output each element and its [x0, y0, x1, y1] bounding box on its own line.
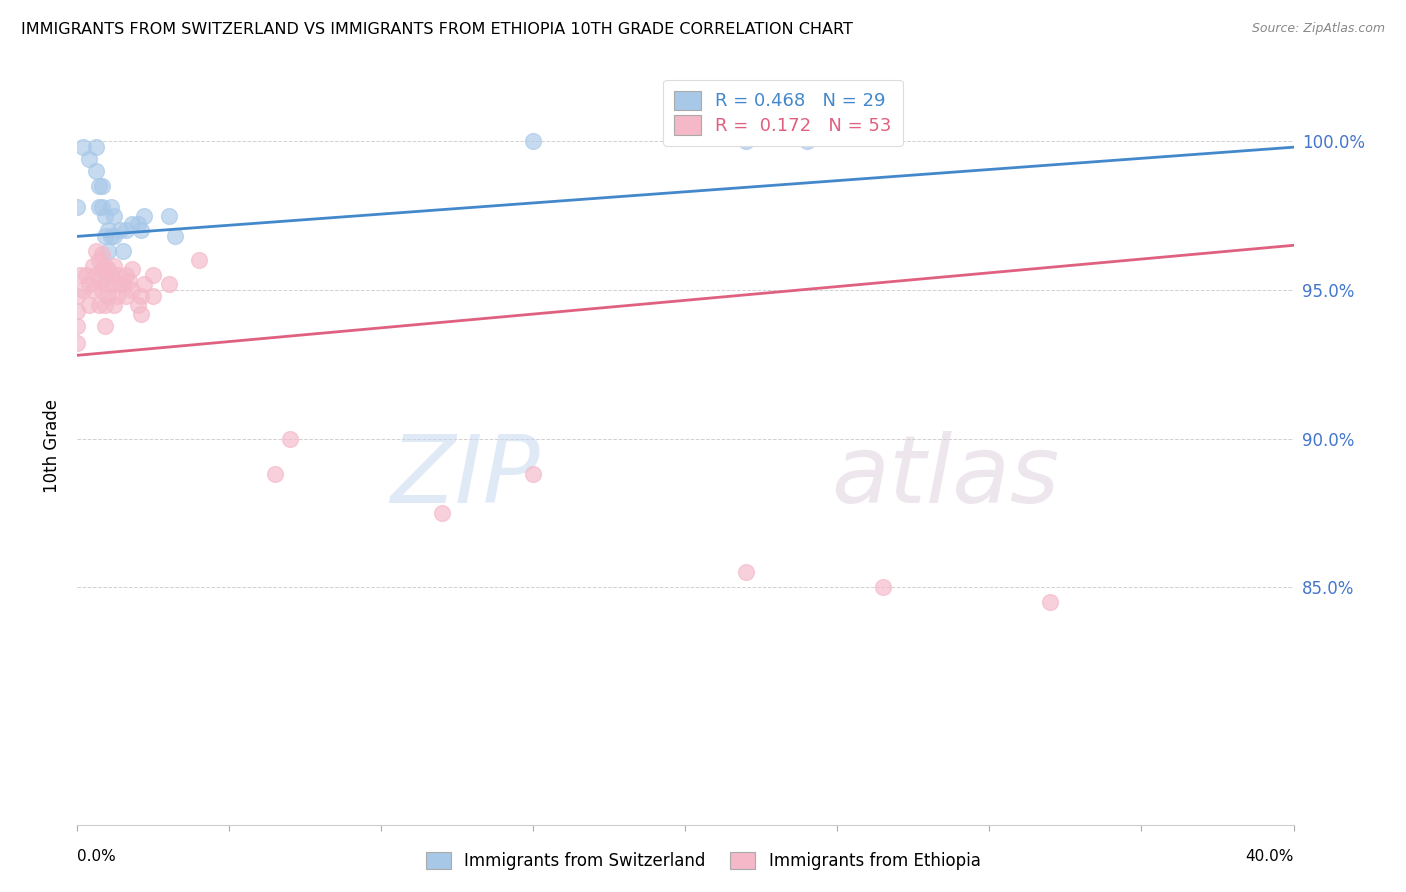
- Point: [129, 289, 152, 303]
- Point: [66, 318, 89, 333]
- Point: [111, 244, 134, 259]
- Point: [121, 218, 143, 232]
- Point: [90, 200, 112, 214]
- Point: [90, 283, 112, 297]
- Point: [79, 277, 101, 291]
- Point: [278, 432, 301, 446]
- Point: [796, 134, 818, 148]
- Point: [115, 223, 138, 237]
- Point: [97, 289, 120, 303]
- Point: [129, 223, 152, 237]
- Point: [82, 283, 104, 297]
- Point: [163, 229, 186, 244]
- Point: [97, 262, 120, 277]
- Point: [82, 259, 104, 273]
- Text: Source: ZipAtlas.com: Source: ZipAtlas.com: [1251, 22, 1385, 36]
- Point: [105, 289, 128, 303]
- Point: [103, 259, 125, 273]
- Point: [97, 244, 120, 259]
- Point: [142, 289, 165, 303]
- Point: [72, 140, 94, 154]
- Point: [1039, 595, 1062, 609]
- Point: [157, 209, 180, 223]
- Point: [108, 277, 131, 291]
- Point: [115, 289, 138, 303]
- Point: [127, 298, 149, 312]
- Point: [93, 277, 115, 291]
- Point: [66, 200, 89, 214]
- Legend: Immigrants from Switzerland, Immigrants from Ethiopia: Immigrants from Switzerland, Immigrants …: [419, 845, 987, 877]
- Point: [129, 307, 152, 321]
- Point: [87, 200, 110, 214]
- Text: IMMIGRANTS FROM SWITZERLAND VS IMMIGRANTS FROM ETHIOPIA 10TH GRADE CORRELATION C: IMMIGRANTS FROM SWITZERLAND VS IMMIGRANT…: [21, 22, 853, 37]
- Point: [103, 209, 125, 223]
- Point: [84, 268, 107, 282]
- Point: [90, 262, 112, 277]
- Text: ZIP: ZIP: [389, 431, 540, 522]
- Point: [79, 152, 101, 166]
- Point: [872, 580, 894, 594]
- Point: [66, 303, 89, 318]
- Point: [100, 229, 122, 244]
- Point: [735, 566, 758, 580]
- Legend: R = 0.468   N = 29, R =  0.172   N = 53: R = 0.468 N = 29, R = 0.172 N = 53: [664, 79, 903, 145]
- Point: [84, 244, 107, 259]
- Point: [142, 268, 165, 282]
- Point: [108, 223, 131, 237]
- Point: [103, 298, 125, 312]
- Point: [121, 262, 143, 277]
- Point: [72, 283, 94, 297]
- Point: [127, 218, 149, 232]
- Point: [87, 178, 110, 193]
- Point: [103, 229, 125, 244]
- Point: [100, 268, 122, 282]
- Point: [115, 268, 138, 282]
- Point: [188, 253, 211, 268]
- Point: [522, 467, 544, 482]
- Point: [118, 274, 141, 288]
- Point: [84, 164, 107, 178]
- Point: [134, 277, 156, 291]
- Y-axis label: 10th Grade: 10th Grade: [44, 399, 62, 493]
- Point: [111, 277, 134, 291]
- Text: 40.0%: 40.0%: [1246, 849, 1294, 863]
- Point: [735, 134, 758, 148]
- Point: [522, 134, 544, 148]
- Point: [430, 506, 453, 520]
- Point: [66, 289, 89, 303]
- Point: [93, 209, 115, 223]
- Point: [75, 268, 97, 282]
- Point: [79, 298, 101, 312]
- Point: [121, 283, 143, 297]
- Point: [93, 259, 115, 273]
- Point: [87, 253, 110, 268]
- Point: [69, 268, 91, 282]
- Point: [134, 209, 156, 223]
- Point: [103, 277, 125, 291]
- Point: [90, 178, 112, 193]
- Text: 0.0%: 0.0%: [77, 849, 117, 863]
- Point: [93, 298, 115, 312]
- Point: [93, 229, 115, 244]
- Point: [84, 140, 107, 154]
- Point: [157, 277, 180, 291]
- Point: [87, 298, 110, 312]
- Point: [93, 318, 115, 333]
- Text: atlas: atlas: [831, 431, 1060, 522]
- Point: [66, 336, 89, 351]
- Point: [97, 223, 120, 237]
- Point: [87, 274, 110, 288]
- Point: [90, 247, 112, 261]
- Point: [105, 268, 128, 282]
- Point: [100, 200, 122, 214]
- Point: [264, 467, 287, 482]
